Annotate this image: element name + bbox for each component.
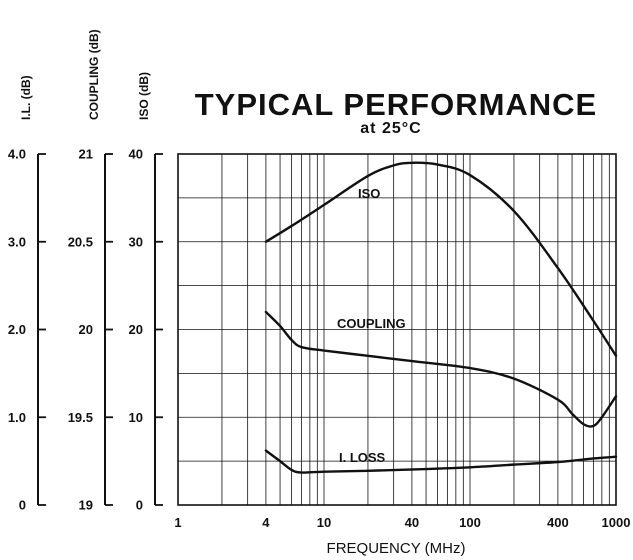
x-tick-label: 1000 — [602, 515, 631, 530]
y-tick-label: 20 — [79, 322, 93, 337]
y-tick-label: 10 — [129, 410, 143, 425]
y-tick-label: 1.0 — [8, 410, 26, 425]
x-tick-labels: 1 4 10 40 100 400 1000 — [174, 515, 630, 530]
y-axes: 0 1.0 2.0 3.0 4.0 19 19.5 20 20.5 21 0 10 20 30 40 — [8, 147, 163, 513]
iso-curve-label: ISO — [358, 186, 380, 201]
y-tick-label: 20.5 — [68, 234, 93, 249]
il-axis-label: I.L. (dB) — [19, 75, 33, 120]
x-tick-label: 400 — [547, 515, 569, 530]
chart-title: TYPICAL PERFORMANCE — [195, 87, 598, 122]
iloss-series-line — [264, 449, 618, 474]
x-tick-label: 100 — [459, 515, 481, 530]
y-tick-label: 3.0 — [8, 234, 26, 249]
iloss-curve-label: I. LOSS — [339, 450, 386, 465]
y-tick-label: 2.0 — [8, 322, 26, 337]
iso-series-line — [264, 161, 618, 358]
x-tick-label: 10 — [317, 515, 331, 530]
y-tick-label: 30 — [129, 234, 143, 249]
coupling-curve-label: COUPLING — [337, 316, 406, 331]
y-tick-label: 19 — [79, 498, 93, 513]
y-tick-label: 19.5 — [68, 410, 93, 425]
y-tick-label: 0 — [136, 498, 143, 513]
y-tick-label: 0 — [19, 498, 26, 513]
x-tick-label: 4 — [262, 515, 270, 530]
grid — [177, 153, 617, 506]
x-axis-label: FREQUENCY (MHz) — [327, 540, 466, 557]
y-tick-label: 40 — [129, 147, 143, 162]
coupling-axis-label: COUPLING (dB) — [87, 29, 101, 120]
y-tick-label: 20 — [129, 322, 143, 337]
y-tick-label: 4.0 — [8, 147, 26, 162]
x-tick-label: 40 — [405, 515, 419, 530]
iso-axis-label: ISO (dB) — [137, 72, 151, 120]
coupling-series-line — [264, 310, 618, 428]
y-tick-label: 21 — [79, 147, 93, 162]
plot-frame — [177, 153, 617, 506]
chart-subtitle: at 25°C — [360, 120, 421, 137]
x-tick-label: 1 — [174, 515, 181, 530]
series — [264, 161, 618, 474]
